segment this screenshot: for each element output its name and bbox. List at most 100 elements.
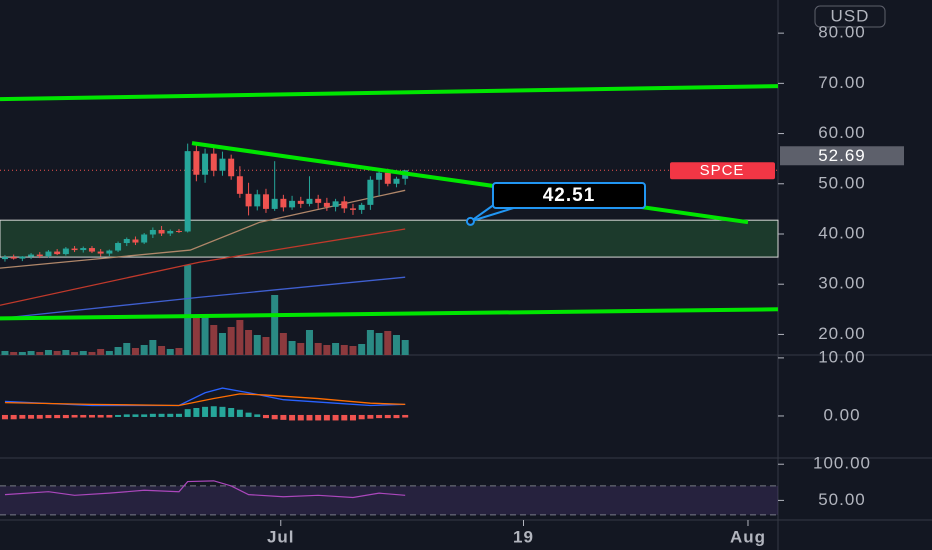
moving-average: [0, 276, 406, 319]
volume-bar: [375, 333, 383, 355]
y-tick-label: 60.00: [818, 123, 866, 142]
annotation-point: [465, 216, 475, 226]
rsi-line: [4, 480, 406, 499]
macd-bar: [10, 414, 17, 420]
x-tick-label: Aug: [730, 527, 766, 546]
volume-bar: [349, 346, 357, 355]
candle-body: [193, 151, 200, 175]
macd-bar: [141, 414, 148, 417]
macd-bar: [402, 414, 409, 418]
candle-body: [28, 254, 35, 257]
currency-box: [814, 5, 886, 28]
volume-bar: [201, 317, 209, 355]
candle-body: [97, 251, 104, 254]
macd-bar: [193, 407, 200, 417]
volume-bar: [79, 351, 87, 355]
volume-bar: [384, 331, 392, 355]
volume-bar: [245, 330, 253, 355]
macd-bar: [115, 414, 122, 417]
volume-bar: [218, 333, 226, 355]
rsi-band: [0, 485, 778, 515]
candle-body: [323, 202, 330, 207]
volume-bar: [227, 327, 235, 355]
macd-bar: [106, 414, 113, 418]
y-tick-label: 100.00: [813, 454, 871, 473]
symbol-tag: [670, 162, 775, 180]
candle-body: [88, 248, 95, 252]
volume-bar: [192, 315, 200, 355]
candle-body: [141, 234, 148, 243]
volume-bar: [149, 340, 157, 355]
volume-bar: [53, 351, 61, 355]
macd-bar: [132, 414, 139, 417]
candle-body: [280, 198, 287, 208]
candle-body: [184, 151, 191, 232]
candle-body: [45, 251, 52, 257]
moving-average: [0, 189, 406, 269]
candle-body: [167, 230, 174, 234]
macd-bar: [158, 413, 165, 417]
candle-body: [358, 204, 365, 210]
symbol-label: SPCE: [700, 162, 745, 179]
volume-bar: [27, 351, 35, 355]
macd-bar: [123, 414, 130, 417]
currency: USD: [831, 6, 870, 25]
macd-bar: [306, 414, 313, 421]
volume-bar: [288, 341, 296, 355]
volume-bar: [392, 335, 400, 355]
volume-bar: [305, 330, 313, 355]
macd-bar: [228, 407, 235, 417]
macd-bar: [149, 413, 156, 417]
y-tick-label: 80.00: [818, 23, 866, 42]
macd-bar: [323, 414, 330, 421]
volume-bar: [158, 346, 166, 355]
candle-body: [80, 248, 87, 251]
y-tick-label: 70.00: [818, 73, 866, 92]
candle-body: [245, 193, 252, 207]
volume-bar: [88, 352, 96, 355]
candle-body: [341, 201, 348, 209]
trendline: [0, 84, 779, 102]
macd-bar: [219, 406, 226, 417]
volume-bar: [114, 347, 122, 355]
candle-body: [306, 198, 313, 204]
volume-bar: [401, 340, 409, 355]
macd-bar: [271, 414, 278, 420]
volume-bar: [314, 343, 322, 355]
candle-body: [36, 254, 43, 257]
candle-body: [115, 243, 122, 251]
volume-bar: [271, 295, 279, 355]
volume-bar: [36, 352, 44, 355]
macd-bar: [358, 414, 365, 420]
moving-average: [0, 228, 406, 306]
trendline: [191, 141, 749, 225]
last-price-label: 52.69: [818, 146, 866, 165]
candle-body: [236, 176, 243, 194]
macd-bar: [367, 414, 374, 419]
volume-bar: [340, 345, 348, 355]
y-tick-label: 0.00: [823, 405, 860, 424]
volume-bar: [105, 351, 113, 355]
volume-bar: [123, 343, 131, 355]
volume-bar: [184, 265, 192, 355]
candle-body: [228, 158, 235, 177]
y-tick-label: 20.00: [818, 324, 866, 343]
macd-line: [4, 393, 406, 407]
macd-bar: [384, 414, 391, 419]
macd-bar: [297, 414, 304, 421]
volume-bar: [279, 333, 287, 355]
candle-body: [210, 153, 217, 171]
macd-bar: [71, 414, 78, 418]
volume-bar: [131, 348, 139, 355]
candle-body: [376, 172, 383, 180]
candle-body: [349, 208, 356, 210]
macd-bar: [236, 409, 243, 417]
candle-body: [254, 194, 261, 207]
candle-body: [123, 239, 130, 244]
macd-bar: [202, 406, 209, 417]
macd-bar: [175, 413, 182, 417]
candle-body: [271, 198, 278, 209]
y-tick-label: 50.00: [818, 490, 866, 509]
